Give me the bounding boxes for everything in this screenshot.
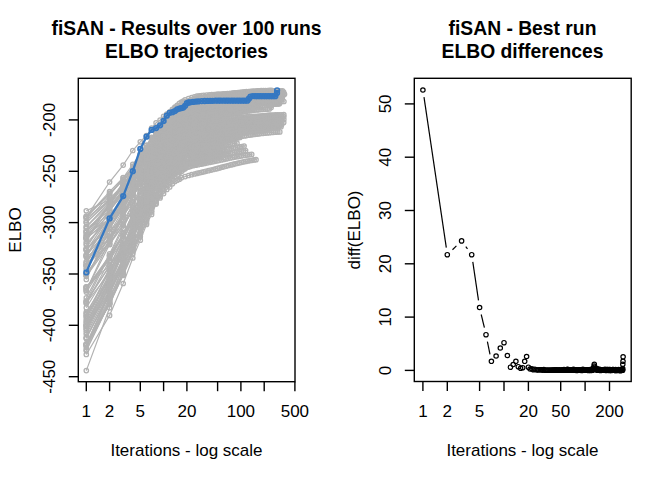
svg-text:200: 200 bbox=[595, 402, 623, 421]
svg-text:2: 2 bbox=[443, 402, 452, 421]
svg-text:-350: -350 bbox=[40, 257, 59, 291]
svg-text:30: 30 bbox=[376, 201, 395, 220]
svg-text:Iterations - log scale: Iterations - log scale bbox=[110, 441, 262, 460]
svg-text:diff(ELBO): diff(ELBO) bbox=[345, 190, 364, 269]
svg-text:5: 5 bbox=[475, 402, 484, 421]
svg-text:1: 1 bbox=[82, 402, 91, 421]
svg-text:50: 50 bbox=[376, 94, 395, 113]
svg-text:Iterations - log scale: Iterations - log scale bbox=[446, 441, 598, 460]
svg-text:ELBO: ELBO bbox=[6, 207, 25, 252]
svg-text:-400: -400 bbox=[40, 308, 59, 342]
svg-text:2: 2 bbox=[105, 402, 114, 421]
svg-text:-200: -200 bbox=[40, 103, 59, 137]
svg-text:fiSAN - Best run: fiSAN - Best run bbox=[449, 18, 597, 39]
svg-text:-300: -300 bbox=[40, 206, 59, 240]
svg-text:20: 20 bbox=[376, 254, 395, 273]
svg-text:ELBO differences: ELBO differences bbox=[442, 41, 604, 62]
svg-text:-250: -250 bbox=[40, 154, 59, 188]
svg-text:40: 40 bbox=[376, 148, 395, 167]
svg-text:-450: -450 bbox=[40, 360, 59, 394]
svg-text:5: 5 bbox=[136, 402, 145, 421]
svg-text:1: 1 bbox=[418, 402, 427, 421]
svg-text:20: 20 bbox=[177, 402, 196, 421]
svg-text:50: 50 bbox=[551, 402, 570, 421]
svg-text:fiSAN - Results over 100 runs: fiSAN - Results over 100 runs bbox=[51, 18, 321, 39]
svg-text:100: 100 bbox=[227, 402, 255, 421]
svg-text:ELBO trajectories: ELBO trajectories bbox=[105, 41, 268, 62]
svg-text:10: 10 bbox=[376, 308, 395, 327]
svg-text:500: 500 bbox=[281, 402, 309, 421]
svg-text:0: 0 bbox=[376, 366, 395, 375]
svg-text:20: 20 bbox=[519, 402, 538, 421]
